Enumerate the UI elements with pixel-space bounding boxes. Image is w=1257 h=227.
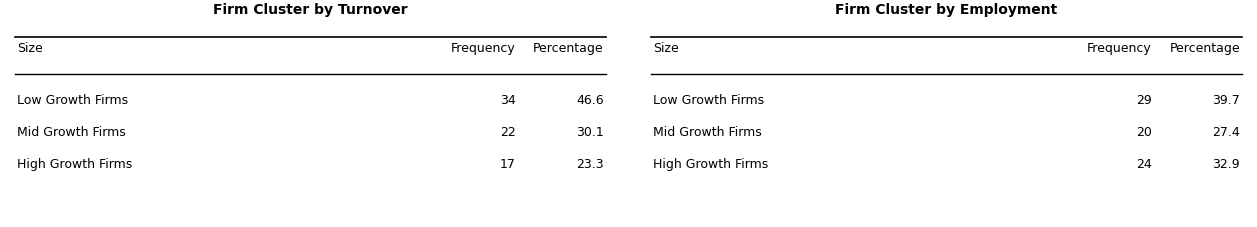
Text: Percentage: Percentage: [1169, 42, 1239, 55]
Text: Frequency: Frequency: [451, 42, 515, 55]
Text: 29: 29: [1136, 94, 1151, 107]
Text: Size: Size: [18, 42, 43, 55]
Text: 27.4: 27.4: [1212, 126, 1239, 139]
Text: Firm Cluster by Turnover: Firm Cluster by Turnover: [214, 3, 407, 17]
Text: 17: 17: [500, 158, 515, 171]
Text: 22: 22: [500, 126, 515, 139]
Text: Size: Size: [654, 42, 679, 55]
Text: High Growth Firms: High Growth Firms: [18, 158, 132, 171]
Text: Firm Cluster by Employment: Firm Cluster by Employment: [836, 3, 1057, 17]
Text: Low Growth Firms: Low Growth Firms: [654, 94, 764, 107]
Text: Mid Growth Firms: Mid Growth Firms: [654, 126, 762, 139]
Text: Low Growth Firms: Low Growth Firms: [18, 94, 128, 107]
Text: Mid Growth Firms: Mid Growth Firms: [18, 126, 126, 139]
Text: 30.1: 30.1: [576, 126, 603, 139]
Text: Frequency: Frequency: [1087, 42, 1151, 55]
Text: 23.3: 23.3: [576, 158, 603, 171]
Text: 39.7: 39.7: [1212, 94, 1239, 107]
Text: 32.9: 32.9: [1212, 158, 1239, 171]
Text: Percentage: Percentage: [533, 42, 603, 55]
Text: 20: 20: [1136, 126, 1151, 139]
Text: 46.6: 46.6: [576, 94, 603, 107]
Text: High Growth Firms: High Growth Firms: [654, 158, 768, 171]
Text: 34: 34: [500, 94, 515, 107]
Text: 24: 24: [1136, 158, 1151, 171]
